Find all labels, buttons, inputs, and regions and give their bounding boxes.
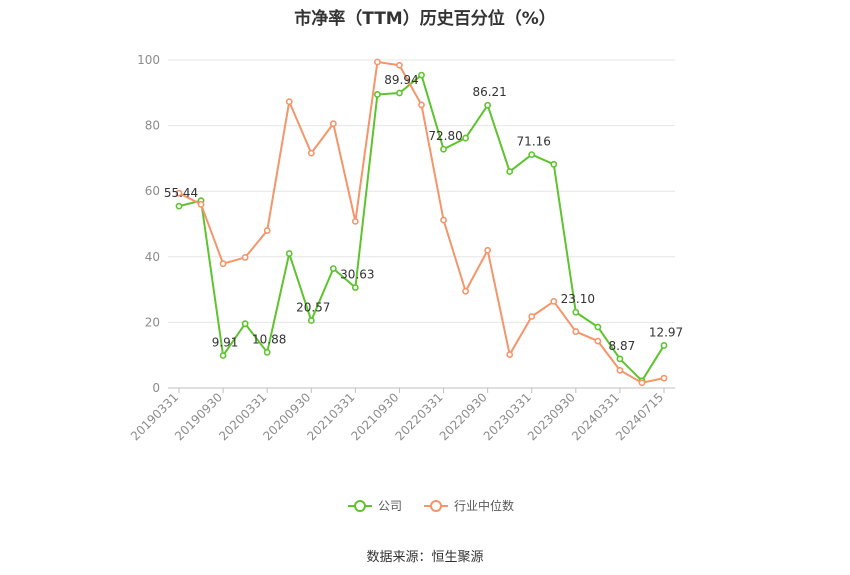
data-point-0-5 [285,250,293,257]
data-point-1-15 [506,351,514,358]
data-point-0-7 [329,265,337,273]
data-point-0-17 [550,160,558,168]
data-point-0-20 [616,355,624,363]
data-label-6: 20.57 [296,301,330,315]
grid-layer [168,59,675,323]
data-point-1-20 [616,366,624,374]
data-point-1-11 [418,101,425,109]
data-point-1-2 [219,260,227,268]
data-point-0-0 [175,202,183,210]
data-point-1-3 [241,254,249,261]
data-label-22: 12.97 [649,325,683,339]
data-point-1-6 [307,149,315,157]
data-point-1-9 [374,58,381,66]
series-layer [175,58,668,387]
source-note: 数据来源：恒生聚源 [366,550,484,565]
data-point-1-14 [484,246,492,254]
data-point-1-4 [263,227,271,234]
data-label-12: 72.80 [428,129,462,143]
data-point-0-10 [396,89,403,97]
data-label-18: 23.10 [561,292,595,306]
data-point-1-17 [550,298,558,305]
x-tick-label-20240715: 20240715 [613,390,666,443]
data-point-1-22 [660,374,668,382]
data-point-1-8 [351,217,359,225]
data-label-14: 86.21 [472,85,506,99]
data-point-0-12 [440,145,447,153]
data-point-0-14 [484,101,492,109]
data-point-0-4 [263,348,271,356]
y-tick-label-40: 40 [145,250,160,264]
legend-marker-0 [354,500,366,512]
data-point-1-12 [440,216,447,224]
data-point-1-19 [594,337,602,345]
data-point-0-18 [572,308,580,316]
data-label-8: 30.63 [340,268,374,282]
data-point-0-6 [307,317,315,324]
data-point-0-8 [351,284,359,291]
data-label-10: 89.94 [384,73,418,87]
legend-label-1: 行业中位数 [454,498,514,513]
data-point-1-0 [175,189,183,197]
chart-title: 市净率（TTM）历史百分位（%） [294,9,556,29]
data-point-1-1 [197,200,205,208]
y-tick-label-20: 20 [145,315,160,329]
data-label-2: 9.91 [212,335,239,349]
y-tick-label-80: 80 [145,119,160,133]
data-point-1-13 [462,287,469,295]
legend-layer: 公司 行业中位数 [348,498,514,513]
data-label-16: 71.16 [517,135,551,149]
label-layer: 55.44 9.91 10.88 20.57 30.63 89.94 72.80 86.21 7… [164,73,683,353]
y-tick-label-0: 0 [152,381,160,395]
data-point-0-2 [219,352,227,359]
legend-label-0: 公司 [378,499,402,513]
data-point-1-16 [528,313,536,320]
y-tick-label-60: 60 [145,184,160,198]
y-tick-label-100: 100 [137,53,160,67]
data-point-1-10 [396,61,403,69]
data-point-0-9 [374,91,381,98]
data-point-0-19 [594,323,602,331]
data-point-0-11 [418,71,425,79]
axis-layer: 0204060801002019033120190930202003312020… [128,53,675,443]
data-point-0-22 [660,342,668,349]
data-label-4: 10.88 [252,332,286,346]
data-point-1-18 [572,328,580,335]
data-point-0-3 [241,320,249,328]
data-point-1-7 [329,120,337,128]
data-point-0-15 [506,168,514,175]
data-label-0: 55.44 [164,186,198,200]
data-point-0-16 [528,151,536,158]
data-point-0-13 [462,134,469,142]
data-label-20: 8.87 [609,339,636,353]
data-point-1-5 [285,98,293,106]
legend-marker-1 [430,500,442,512]
data-point-1-21 [638,379,646,387]
